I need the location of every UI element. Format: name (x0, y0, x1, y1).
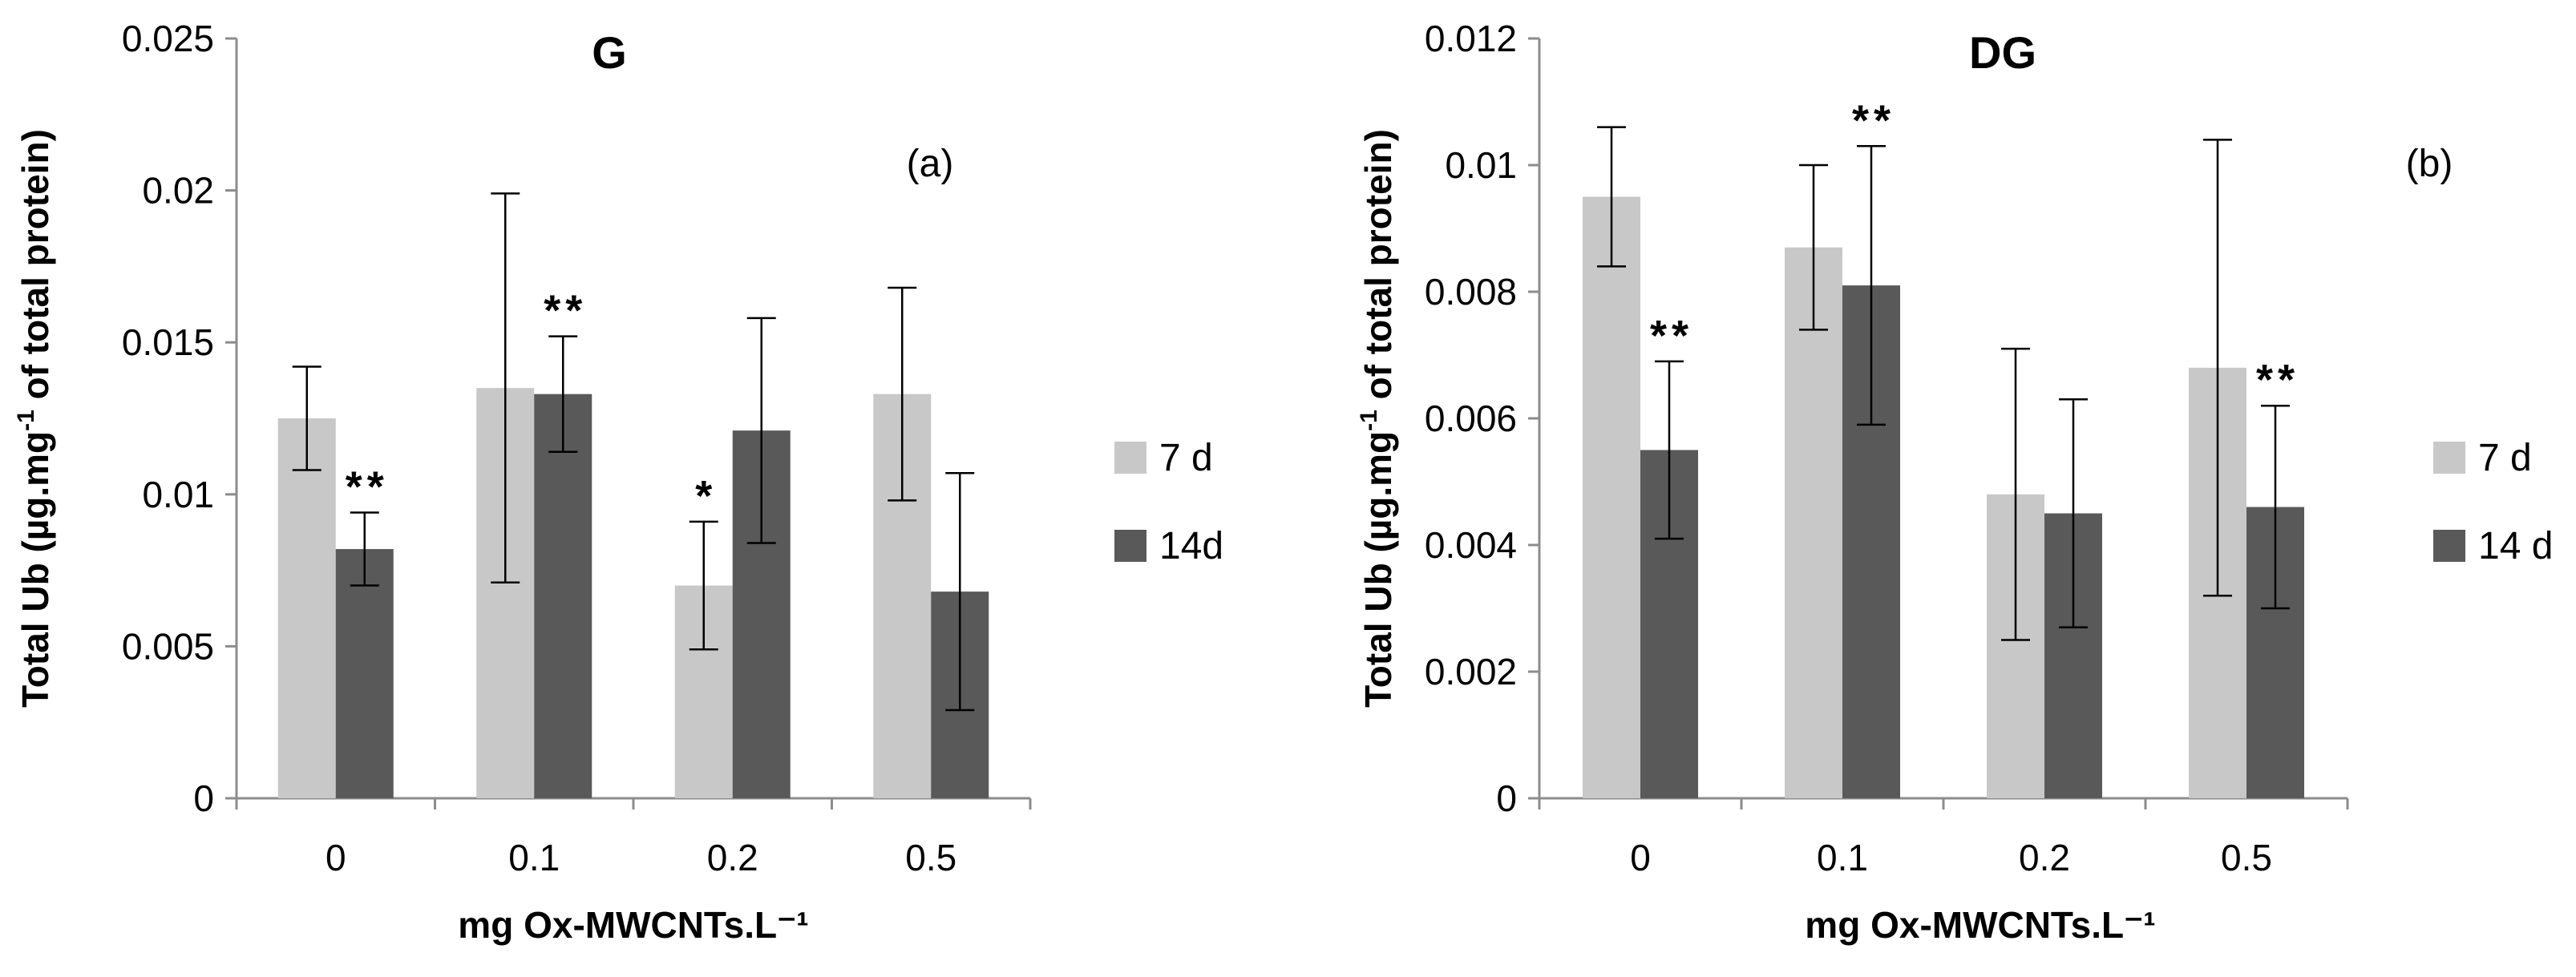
significance-marker: * (695, 472, 717, 520)
y-tick-label: 0.008 (1425, 271, 1517, 313)
y-axis-label-main: Total Ub (µg.mg (1357, 431, 1399, 708)
chart-title: DG (1969, 27, 2036, 78)
x-tick-label: 0 (1630, 837, 1651, 878)
significance-marker: ** (1852, 96, 1895, 144)
y-tick-label: 0.025 (122, 18, 214, 59)
y-tick-label: 0.002 (1425, 651, 1517, 692)
y-tick-label: 0 (1496, 777, 1517, 819)
chart-panel-1: 0 0.002 0.004 0.006 0.008 0.01 0.012 0 0.1 0.2 0.5… (1356, 18, 2553, 946)
y-axis-label-superscript: -1 (1356, 410, 1382, 431)
x-tick-label: 0.2 (707, 837, 758, 878)
y-tick-label: 0.01 (142, 474, 214, 515)
significance-marker: ** (2256, 356, 2299, 404)
bar-7d-0.1 (1785, 247, 1842, 798)
chart-title: G (592, 27, 627, 78)
y-axis-label-main: Total Ub (µg.mg (14, 431, 56, 708)
bar-7d-0 (277, 418, 336, 798)
x-tick-label: 0.5 (905, 837, 956, 878)
legend-swatch (1114, 442, 1146, 474)
y-axis-label: Total Ub (µg.mg-1 of total protein) (13, 129, 56, 708)
bar-7d-0 (1583, 196, 1640, 798)
significance-marker: ** (346, 463, 389, 511)
panel-label: (a) (907, 143, 954, 185)
bar-14d-0 (335, 549, 394, 798)
bar-14d-0.1 (534, 394, 592, 798)
y-tick-label: 0.02 (142, 170, 214, 212)
y-tick-label: 0.015 (122, 321, 214, 363)
legend-label: 14d (1159, 525, 1223, 567)
x-tick-label: 0 (326, 837, 346, 878)
panel-label: (b) (2406, 143, 2453, 185)
y-tick-label: 0.005 (122, 625, 214, 667)
legend-swatch (2433, 530, 2465, 562)
y-axis-label-tail: of total protein) (14, 129, 56, 410)
y-tick-label: 0.01 (1445, 144, 1517, 186)
y-tick-label: 0.004 (1425, 524, 1517, 566)
x-tick-label: 0.1 (1817, 837, 1868, 878)
y-tick-label: 0 (193, 777, 214, 819)
legend-label: 7 d (1159, 437, 1213, 479)
x-axis-label: mg Ox-MWCNTs.L⁻¹ (1805, 904, 2155, 946)
legend-label: 14 d (2478, 525, 2553, 567)
legend-label: 7 d (2478, 437, 2532, 479)
significance-marker: ** (544, 287, 587, 335)
y-tick-label: 0.006 (1425, 398, 1517, 439)
y-axis-label: Total Ub (µg.mg-1 of total protein) (1356, 129, 1399, 708)
legend-swatch (1114, 530, 1146, 562)
x-tick-label: 0.1 (508, 837, 560, 878)
x-tick-label: 0.5 (2221, 837, 2272, 878)
y-axis-label-superscript: -1 (13, 410, 39, 431)
y-axis-label-tail: of total protein) (1357, 129, 1399, 410)
significance-marker: ** (1650, 312, 1693, 360)
x-axis-label: mg Ox-MWCNTs.L⁻¹ (458, 904, 808, 946)
x-tick-label: 0.2 (2019, 837, 2070, 878)
legend-swatch (2433, 442, 2465, 474)
y-tick-label: 0.012 (1425, 18, 1517, 59)
